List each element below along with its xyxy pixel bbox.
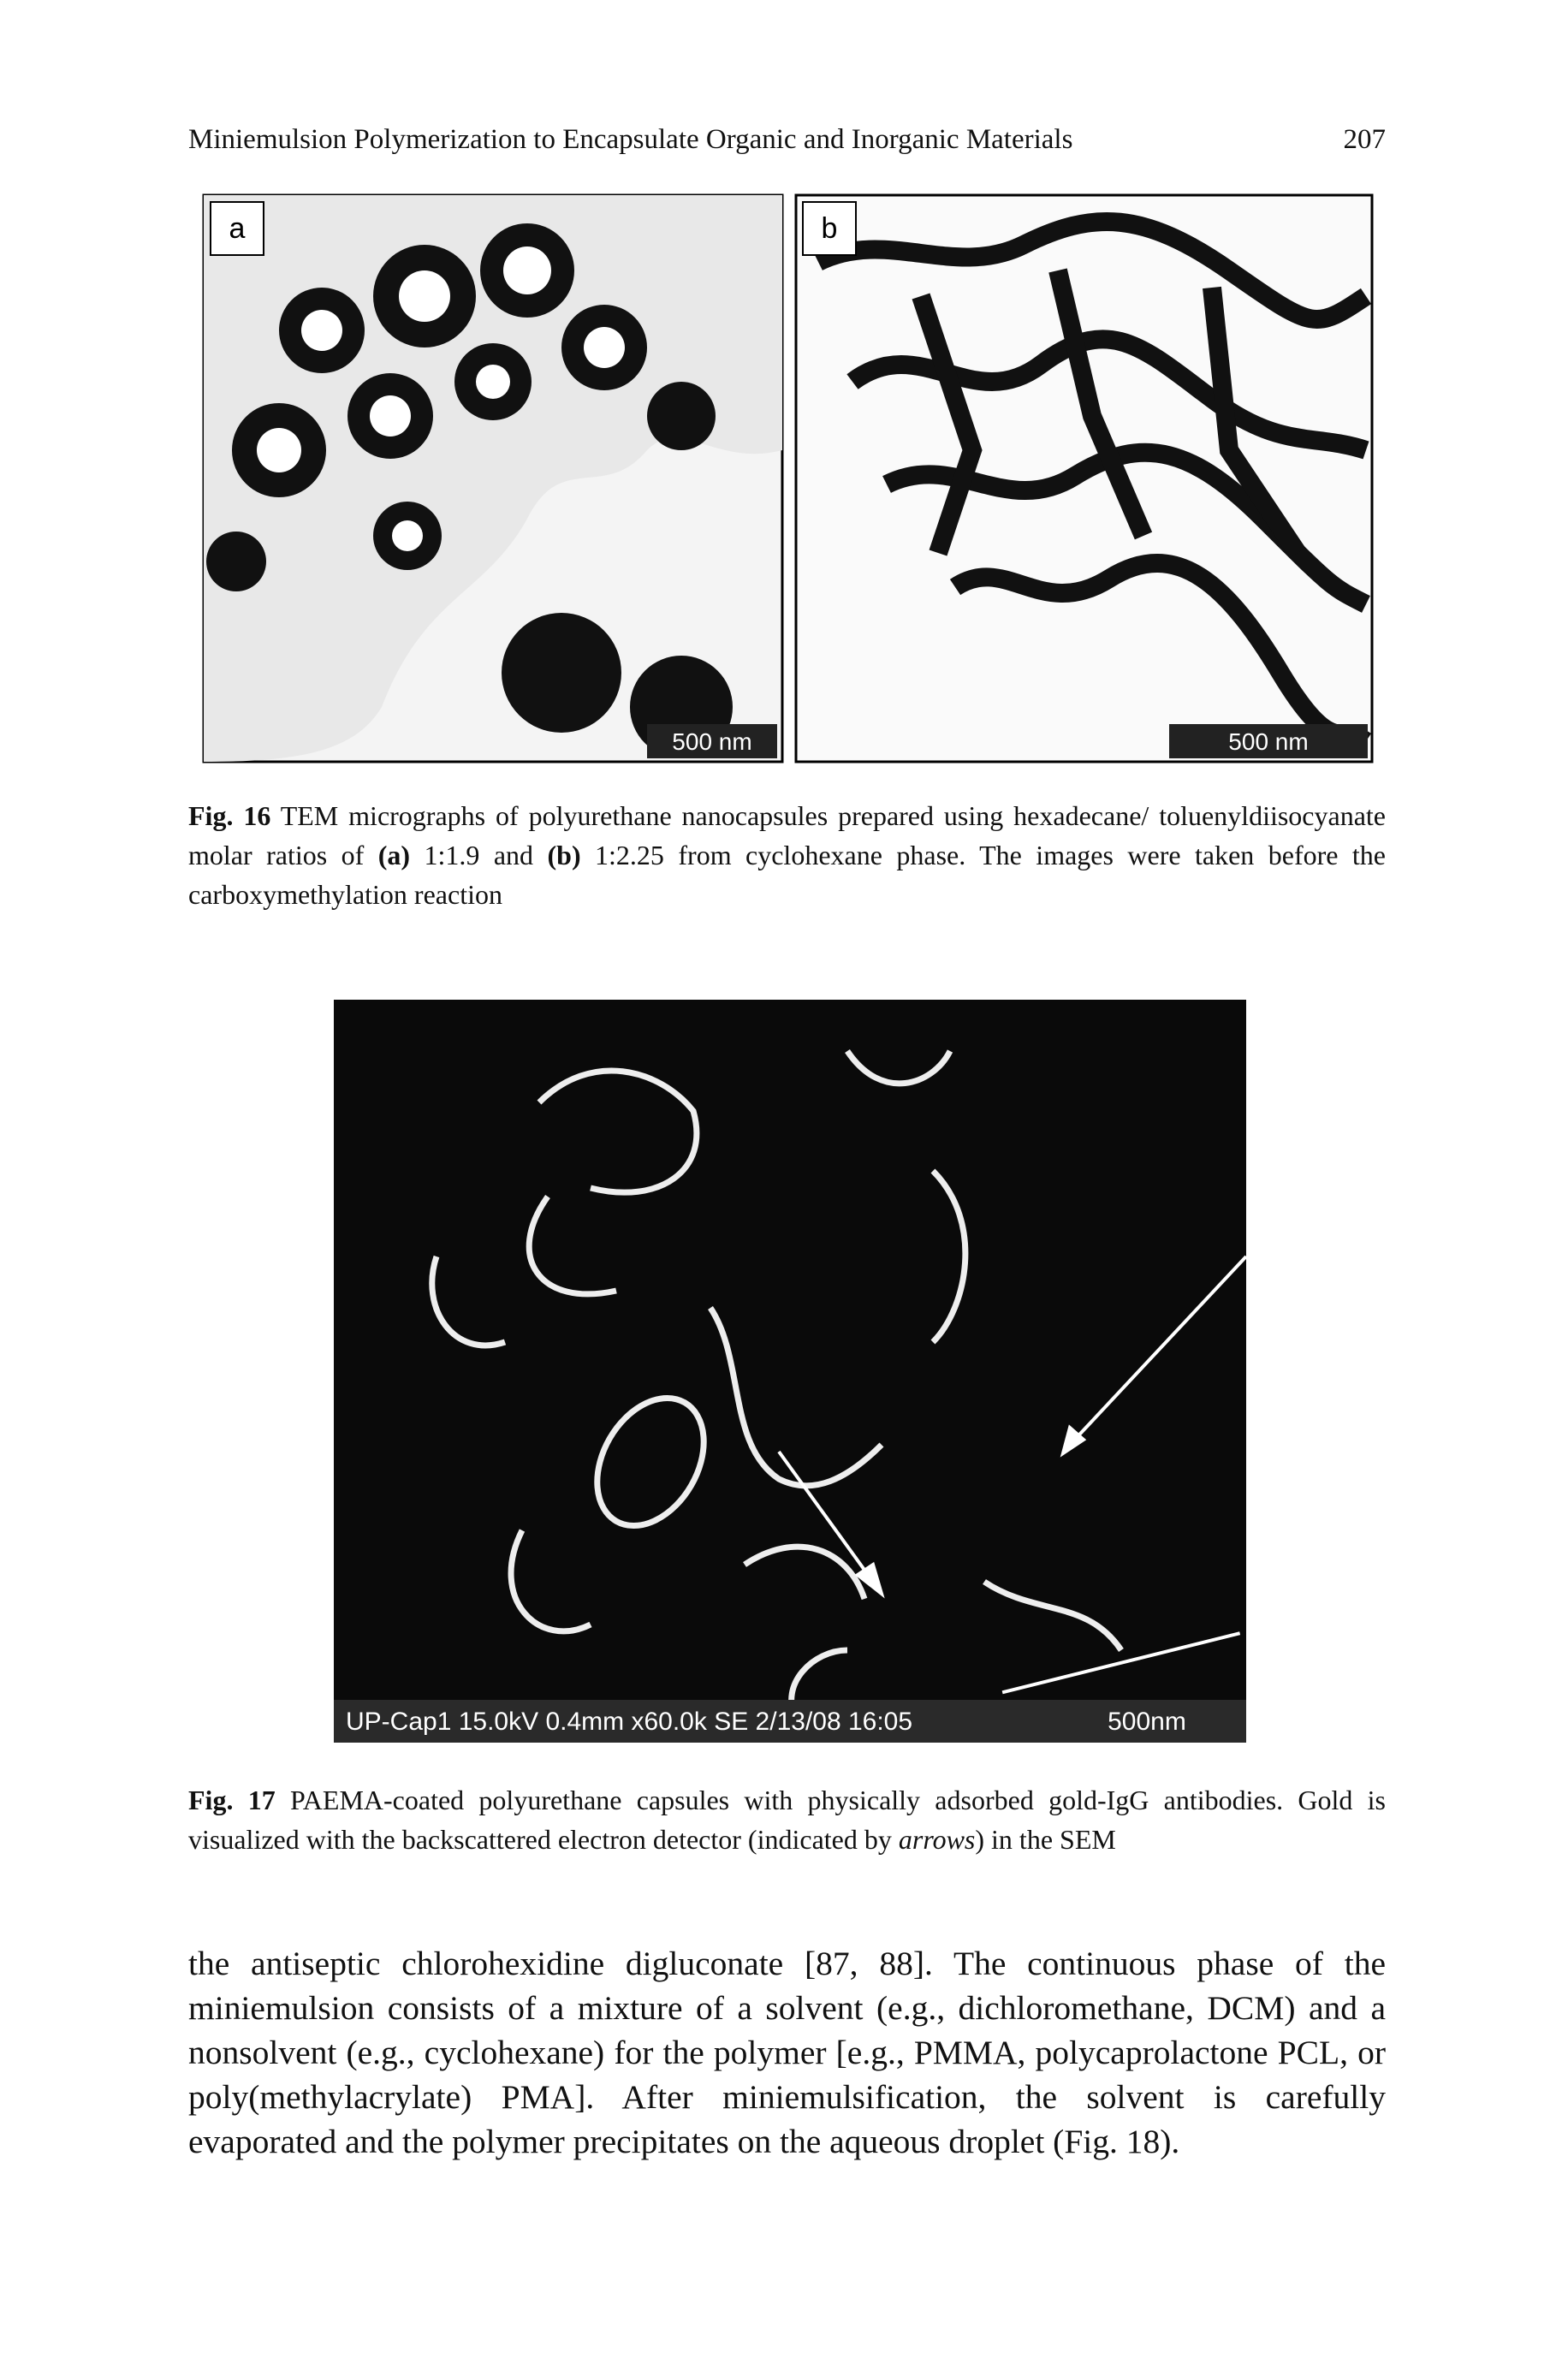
- caption-text: 1:2.25 from cyclohexane phase. The image…: [188, 840, 1387, 910]
- micrograph-a: a 500 nm: [202, 193, 784, 763]
- sem-info-bar: UP-Cap1 15.0kV 0.4mm x60.0k SE 2/13/08 1…: [346, 1708, 912, 1736]
- scale-label: 500nm: [1108, 1708, 1186, 1736]
- caption-text: (a): [377, 840, 411, 870]
- micrograph-b: b 500 nm: [794, 193, 1374, 763]
- figure-17-caption: Fig. 17 PAEMA-coated polyurethane capsul…: [188, 1780, 1386, 1859]
- figure-16-caption: Fig. 16 TEM micrographs of polyurethane …: [188, 796, 1386, 914]
- panel-label: a: [229, 212, 246, 245]
- scale-label: 500 nm: [1228, 728, 1308, 755]
- caption-text: TEM micrographs of polyurethane nanocaps…: [188, 800, 1387, 870]
- running-title: Miniemulsion Polymerization to Encapsula…: [188, 124, 1073, 155]
- caption-text: ) in the SEM: [975, 1824, 1116, 1855]
- scale-label: 500 nm: [672, 728, 751, 755]
- caption-text: arrows: [898, 1824, 976, 1855]
- panel-label: b: [822, 212, 838, 245]
- caption-text: (b): [547, 840, 581, 870]
- caption-text: 1:1.9 and: [410, 840, 548, 870]
- caption-label: Fig. 17: [188, 1785, 276, 1815]
- figure-17-image: UP-Cap1 15.0kV 0.4mm x60.0k SE 2/13/08 1…: [334, 1000, 1246, 1743]
- body-paragraph: the antiseptic chlorohexidine digluconat…: [188, 1945, 1386, 2160]
- figure-16-images: a 500 nm b 500 nm: [202, 193, 1374, 763]
- caption-label: Fig. 16: [188, 800, 271, 831]
- caption-text: PAEMA-coated polyurethane capsules with …: [188, 1785, 1386, 1855]
- page-number: 207: [1343, 124, 1387, 155]
- running-header: Miniemulsion Polymerization to Encapsula…: [188, 124, 1386, 156]
